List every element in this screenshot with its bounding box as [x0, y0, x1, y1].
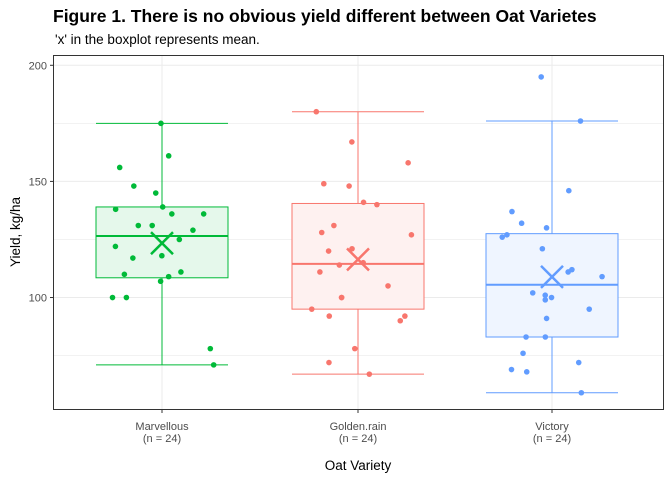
- x-axis-ticks: Marvellous(n = 24)Golden.rain(n = 24)Vic…: [135, 409, 571, 445]
- data-point: [159, 204, 166, 210]
- data-point: [121, 271, 128, 278]
- y-axis-title: Yield, kg/ha: [8, 196, 23, 267]
- data-point: [158, 120, 164, 127]
- data-point: [543, 315, 550, 322]
- data-point: [308, 306, 315, 312]
- data-point: [338, 294, 345, 301]
- data-point: [116, 164, 123, 171]
- data-point: [169, 211, 175, 217]
- data-point: [190, 227, 196, 233]
- data-point: [326, 359, 332, 366]
- data-point: [336, 262, 343, 268]
- data-point: [131, 183, 137, 189]
- x-tick-count-label: (n = 24): [533, 433, 571, 445]
- data-point: [508, 366, 515, 373]
- data-point: [374, 201, 380, 208]
- jitter-points: [109, 74, 605, 396]
- data-point: [408, 232, 415, 238]
- data-point: [523, 334, 529, 340]
- data-point: [397, 317, 404, 324]
- data-point: [152, 190, 159, 196]
- x-tick-label: Golden.rain: [330, 421, 387, 433]
- data-point: [504, 232, 510, 238]
- data-point: [586, 306, 593, 312]
- data-point: [509, 208, 515, 215]
- mean-marker: [540, 264, 564, 289]
- data-point: [325, 248, 332, 254]
- data-point: [349, 245, 355, 252]
- data-point: [349, 139, 355, 145]
- box-golden-rain: [291, 111, 425, 375]
- data-point: [207, 345, 214, 352]
- data-point: [149, 222, 155, 229]
- y-tick-label: 100: [29, 293, 47, 305]
- data-point: [313, 108, 320, 115]
- data-point: [109, 294, 116, 301]
- y-axis-ticks: 100 150 200: [29, 60, 54, 305]
- data-point: [538, 74, 544, 80]
- data-point: [157, 278, 164, 285]
- y-tick-label: 200: [29, 60, 47, 72]
- box-series: [95, 111, 619, 394]
- x-tick-label: Victory: [535, 421, 569, 433]
- data-point: [542, 292, 549, 299]
- data-point: [366, 371, 373, 377]
- data-point: [112, 243, 119, 250]
- data-point: [578, 389, 585, 396]
- iqr-box: [291, 202, 425, 310]
- data-point: [405, 160, 411, 166]
- data-point: [542, 334, 549, 340]
- data-point: [210, 362, 217, 368]
- data-point: [360, 199, 367, 206]
- data-point: [331, 222, 337, 229]
- data-point: [112, 206, 119, 213]
- data-point: [542, 297, 549, 303]
- mean-marker: [150, 231, 174, 256]
- data-point: [123, 294, 130, 301]
- data-point: [520, 350, 526, 357]
- data-point: [178, 269, 184, 275]
- chart-title: Figure 1. There is no obvious yield diff…: [53, 6, 597, 26]
- x-tick-count-label: (n = 24): [143, 433, 181, 445]
- data-point: [176, 236, 183, 243]
- box-victory: [485, 120, 619, 394]
- data-point: [523, 369, 530, 375]
- x-axis-title: Oat Variety: [325, 458, 392, 473]
- data-point: [539, 245, 546, 252]
- data-point: [599, 273, 605, 280]
- data-point: [351, 345, 358, 352]
- mean-marker: [346, 247, 370, 272]
- y-tick-label: 150: [29, 176, 47, 188]
- data-point: [385, 283, 391, 289]
- data-point: [577, 118, 584, 124]
- data-point: [318, 229, 325, 236]
- data-point: [346, 183, 352, 189]
- box-marvellous: [95, 122, 229, 366]
- data-point: [165, 153, 172, 159]
- x-tick-label: Marvellous: [135, 421, 189, 433]
- data-point: [529, 290, 536, 296]
- data-point: [402, 313, 408, 319]
- data-point: [130, 255, 136, 261]
- data-point: [159, 252, 165, 259]
- data-point: [360, 259, 366, 266]
- data-point: [518, 220, 525, 227]
- data-point: [321, 180, 327, 187]
- x-tick-count-label: (n = 24): [339, 433, 377, 445]
- data-point: [200, 211, 207, 217]
- data-point: [499, 234, 506, 240]
- data-point: [575, 359, 582, 366]
- data-point: [317, 269, 323, 275]
- data-point: [135, 222, 142, 229]
- data-point: [543, 225, 550, 231]
- chart-subtitle: 'x' in the boxplot represents mean.: [55, 32, 260, 47]
- data-point: [326, 313, 333, 319]
- data-point: [566, 187, 572, 194]
- data-point: [548, 294, 555, 301]
- data-point: [165, 273, 172, 280]
- data-point: [565, 269, 571, 275]
